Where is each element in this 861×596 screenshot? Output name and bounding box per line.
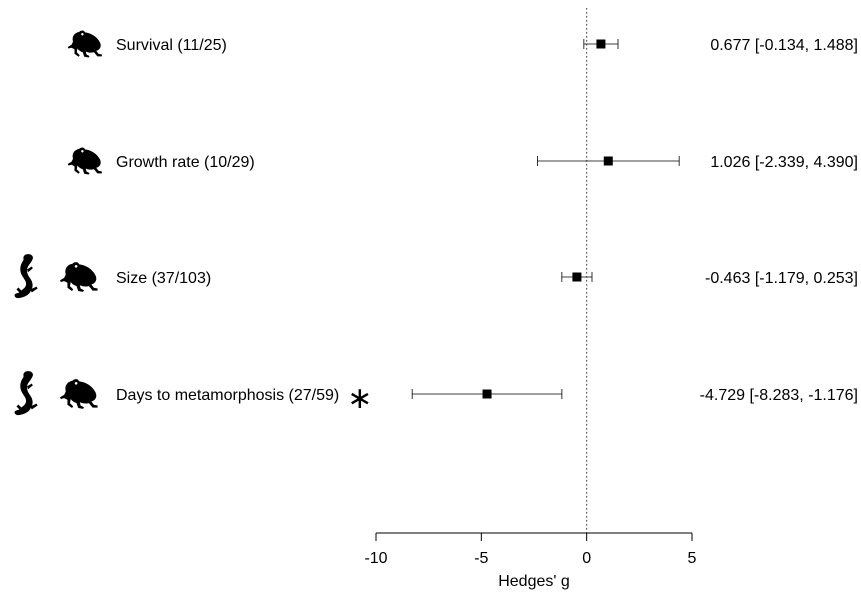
estimate-point <box>603 156 613 166</box>
estimate-point <box>572 272 582 282</box>
x-tick-label: -10 <box>364 550 387 567</box>
estimate-point <box>596 39 606 49</box>
ci-text: -0.463 [-1.179, 0.253] <box>705 270 858 287</box>
forest-row: Survival (11/25) 0.677 [-0.134, 1.488] <box>67 30 858 58</box>
frog-icon <box>67 147 102 175</box>
ci-text: -4.729 [-8.283, -1.176] <box>700 387 858 404</box>
x-tick-label: 0 <box>582 550 591 567</box>
significance-marker: ∗ <box>347 382 372 415</box>
x-axis-label: Hedges' g <box>498 573 570 590</box>
row-label: Size (37/103) <box>116 270 211 287</box>
salamander-icon <box>14 254 38 299</box>
ci-text: 1.026 [-2.339, 4.390] <box>710 154 858 171</box>
frog-icon <box>60 379 98 409</box>
ci-text: 0.677 [-0.134, 1.488] <box>710 37 858 54</box>
x-tick-label: 5 <box>688 550 697 567</box>
salamander-icon <box>14 371 38 416</box>
estimate-point <box>482 389 492 399</box>
x-tick-label: -5 <box>474 550 488 567</box>
forest-row: Days to metamorphosis (27/59) ∗ -4.729 [-8… <box>14 371 858 416</box>
frog-icon <box>60 262 98 292</box>
forest-row: Growth rate (10/29) 1.026 [-2.339, 4.390] <box>67 147 858 175</box>
frog-icon <box>67 30 102 58</box>
forest-row: Size (37/103) -0.463 [-1.179, 0.253] <box>14 254 858 299</box>
row-label: Growth rate (10/29) <box>116 154 255 171</box>
row-label: Days to metamorphosis (27/59) <box>116 387 339 404</box>
row-label: Survival (11/25) <box>116 37 227 54</box>
